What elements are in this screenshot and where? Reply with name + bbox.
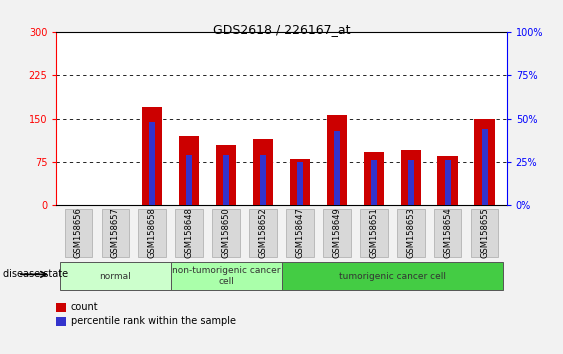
- Bar: [371, 160, 377, 205]
- Bar: [334, 131, 340, 205]
- Text: non-tumorigenic cancer
cell: non-tumorigenic cancer cell: [172, 267, 280, 286]
- FancyBboxPatch shape: [175, 209, 203, 257]
- Text: disease state: disease state: [3, 269, 68, 279]
- Bar: [186, 155, 192, 205]
- FancyBboxPatch shape: [60, 262, 171, 290]
- Text: GSM158651: GSM158651: [369, 207, 378, 258]
- Bar: [481, 129, 488, 205]
- FancyBboxPatch shape: [65, 209, 92, 257]
- FancyBboxPatch shape: [282, 262, 503, 290]
- Text: GSM158653: GSM158653: [406, 207, 415, 258]
- Text: count: count: [71, 302, 99, 312]
- FancyBboxPatch shape: [101, 209, 129, 257]
- FancyBboxPatch shape: [323, 209, 351, 257]
- Bar: [260, 155, 266, 205]
- Bar: [445, 160, 450, 205]
- Bar: [400, 150, 421, 205]
- Bar: [253, 139, 273, 205]
- Bar: [179, 136, 199, 205]
- Text: GSM158652: GSM158652: [258, 207, 267, 258]
- Bar: [408, 160, 414, 205]
- Bar: [437, 156, 458, 205]
- Text: GSM158648: GSM158648: [185, 207, 194, 258]
- Bar: [475, 119, 495, 205]
- Text: GSM158658: GSM158658: [148, 207, 157, 258]
- FancyBboxPatch shape: [286, 209, 314, 257]
- Bar: [149, 122, 155, 205]
- FancyBboxPatch shape: [471, 209, 498, 257]
- Bar: [297, 162, 303, 205]
- Text: GSM158656: GSM158656: [74, 207, 83, 258]
- FancyBboxPatch shape: [434, 209, 462, 257]
- FancyBboxPatch shape: [171, 262, 282, 290]
- FancyBboxPatch shape: [360, 209, 388, 257]
- Text: percentile rank within the sample: percentile rank within the sample: [71, 316, 236, 326]
- FancyBboxPatch shape: [249, 209, 277, 257]
- Text: GSM158654: GSM158654: [443, 207, 452, 258]
- Text: GSM158657: GSM158657: [111, 207, 120, 258]
- Text: tumorigenic cancer cell: tumorigenic cancer cell: [339, 272, 446, 281]
- Bar: [290, 159, 310, 205]
- Bar: [142, 107, 163, 205]
- FancyBboxPatch shape: [397, 209, 425, 257]
- Text: GSM158655: GSM158655: [480, 207, 489, 258]
- Bar: [223, 155, 229, 205]
- Text: GSM158650: GSM158650: [222, 207, 231, 258]
- FancyBboxPatch shape: [212, 209, 240, 257]
- Bar: [327, 115, 347, 205]
- Text: GDS2618 / 226167_at: GDS2618 / 226167_at: [213, 23, 350, 36]
- Bar: [216, 144, 236, 205]
- Text: GSM158649: GSM158649: [332, 207, 341, 258]
- FancyBboxPatch shape: [138, 209, 166, 257]
- Text: GSM158647: GSM158647: [296, 207, 305, 258]
- Text: normal: normal: [100, 272, 131, 281]
- Bar: [364, 152, 384, 205]
